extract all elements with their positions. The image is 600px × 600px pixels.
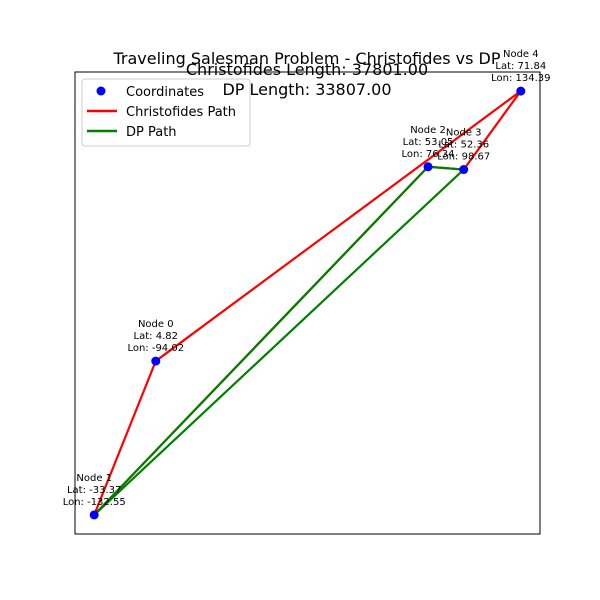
node-2-label-lon: Lon: 76.34 (402, 149, 455, 160)
title-line-2: Christofides Length: 37801.00 (186, 60, 428, 79)
axes-frame (74, 71, 541, 535)
node-1-label-lon: Lon: -132.55 (63, 497, 126, 508)
node-2-label-name: Node 2 (410, 125, 446, 136)
paths-layer (93, 89, 522, 516)
legend-label-coordinates: Coordinates (126, 85, 204, 100)
node-0-label-lon: Lon: -94.02 (127, 343, 184, 354)
legend-box (81, 78, 251, 147)
node-1-label-name: Node 1 (76, 473, 112, 484)
node-2-label-lat: Lat: 53.05 (403, 137, 454, 148)
node-4-label-name: Node 4 (503, 49, 539, 60)
title-line-1: Traveling Salesman Problem - Christofide… (112, 49, 500, 68)
node-3-label-lon: Lon: 98.67 (437, 152, 490, 163)
point-node-2 (423, 162, 433, 172)
node-0-label-lat: Lat: 4.82 (134, 331, 178, 342)
legend-label-dp: DP Path (126, 125, 177, 140)
legend: Coordinates Christofides Path DP Path (81, 78, 251, 147)
title-line-3: DP Length: 33807.00 (222, 80, 391, 99)
legend-label-christofides: Christofides Path (126, 105, 236, 120)
node-3-label-lat: Lat: 52.36 (438, 140, 489, 151)
node-4-label-lat: Lat: 71.84 (495, 61, 546, 72)
legend-marker-coordinates (96, 86, 106, 96)
point-node-0 (151, 356, 161, 366)
point-node-1 (89, 510, 99, 520)
points-layer (89, 86, 526, 520)
point-node-3 (459, 165, 469, 175)
node-1-label-lat: Lat: -33.37 (67, 485, 121, 496)
node-3-label-name: Node 3 (446, 128, 482, 139)
node-4-label-lon: Lon: 134.39 (491, 73, 550, 84)
point-node-4 (516, 86, 526, 96)
chart-title: Traveling Salesman Problem - Christofide… (112, 49, 500, 99)
node-0-label-name: Node 0 (138, 319, 174, 330)
path-dp-path (93, 165, 465, 516)
